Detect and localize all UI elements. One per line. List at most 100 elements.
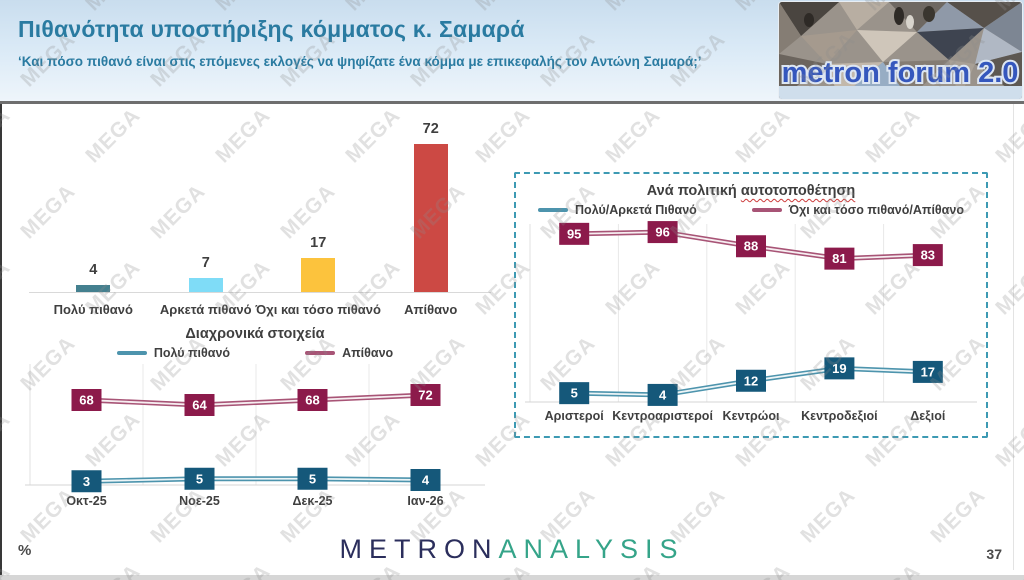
mega-watermark: MEGA	[0, 103, 15, 168]
data-point-marker	[559, 382, 590, 405]
page-subtitle: ‘Και πόσο πιθανό είναι στις επόμενες εκλ…	[18, 54, 702, 69]
data-point-marker	[297, 467, 328, 490]
data-point-value: 19	[832, 361, 846, 376]
data-point-value: 88	[744, 239, 758, 254]
mega-watermark: MEGA	[601, 103, 665, 168]
legend-item-likely: Πολύ/Αρκετά Πιθανό	[538, 203, 697, 217]
x-axis-label: Νοε-25	[179, 494, 220, 508]
slide-bottom-strip	[0, 575, 1024, 580]
slide-left-border	[0, 104, 2, 576]
x-axis-label: Οκτ-25	[66, 494, 106, 508]
legend-label: Πολύ/Αρκετά Πιθανό	[575, 203, 697, 217]
data-point-marker	[736, 369, 766, 392]
data-point-marker	[71, 389, 102, 411]
logo-text: metron forum 2.0	[782, 57, 1019, 89]
bar	[188, 278, 223, 293]
data-point-value: 68	[79, 393, 93, 408]
data-point-value: 5	[571, 386, 578, 401]
data-point-value: 68	[305, 393, 319, 408]
title-underlined: αυτοτοποθέτηση	[740, 183, 856, 199]
data-point-marker	[71, 470, 102, 493]
bar-chart-plot: 4 Πολύ πιθανό 7 Αρκετά πιθανό 17 Όχι και τόσο…	[37, 121, 487, 317]
bar-chart-axis-line	[29, 292, 491, 293]
legend-item-unlikely: Όχι και τόσο πιθανό/Απίθανο	[751, 203, 964, 217]
bar-category-label: Όχι και τόσο πιθανό	[255, 302, 381, 317]
data-point-value: 4	[659, 387, 667, 402]
legend-label: Πολύ πιθανό	[153, 346, 231, 360]
trend-chart-legend: Πολύ πιθανό Απίθανο	[25, 346, 485, 360]
brand-metron: METRON	[339, 534, 499, 564]
data-point-value: 72	[418, 388, 432, 403]
data-point-marker	[184, 394, 215, 416]
bar	[301, 258, 336, 293]
mega-watermark: MEGA	[991, 103, 1024, 168]
data-point-marker	[559, 222, 590, 245]
data-point-marker	[647, 221, 678, 244]
mega-watermark: MEGA	[0, 407, 15, 472]
x-axis-label: Αριστεροί	[545, 409, 605, 423]
metron-forum-logo: metron forum 2.0	[779, 2, 1022, 99]
bar-value-label: 17	[310, 235, 327, 251]
data-point-value: 96	[655, 225, 669, 240]
data-point-marker	[297, 389, 328, 411]
x-axis-label: Κεντρώοι	[723, 409, 780, 423]
bar	[413, 144, 448, 293]
series-line-inner	[86, 477, 426, 483]
bar-value-label: 72	[422, 121, 439, 137]
data-point-value: 12	[744, 373, 758, 388]
bar-category-label: Απίθανο	[404, 302, 458, 317]
data-point-value: 83	[921, 248, 935, 263]
data-point-value: 5	[196, 471, 203, 486]
data-point-marker	[184, 467, 215, 490]
data-point-marker	[647, 383, 678, 406]
x-axis-label: Δεκ-25	[293, 494, 333, 508]
likelihood-bar-chart: 4 Πολύ πιθανό 7 Αρκετά πιθανό 17 Όχι και τόσο…	[29, 121, 491, 322]
legend-item-apithano: Απίθανο	[305, 346, 393, 360]
mega-watermark: MEGA	[991, 407, 1024, 472]
self-placement-panel: Ανά πολιτική αυτοτοποθέτηση Πολύ/Αρκετά …	[514, 172, 988, 438]
percent-note: %	[18, 542, 32, 559]
legend-swatch-maroon	[751, 208, 782, 212]
series-line-inner	[86, 394, 426, 406]
x-axis-label: Κεντροδεξιοί	[801, 409, 878, 423]
logo-mosaic-image: metron forum 2.0	[779, 2, 1022, 99]
brand-analysis: ANALYSIS	[498, 534, 685, 564]
mega-watermark: MEGA	[861, 103, 925, 168]
data-point-marker	[410, 384, 441, 406]
data-point-value: 17	[921, 364, 935, 379]
bar-category-label: Αρκετά πιθανό	[159, 302, 252, 317]
x-axis-label: Ιαν-26	[407, 494, 443, 508]
x-axis-label: Κεντροαριστεροί	[612, 409, 713, 423]
self-placement-legend: Πολύ/Αρκετά Πιθανό Όχι και τόσο πιθανό/Α…	[516, 203, 986, 217]
bar	[76, 285, 111, 293]
data-point-marker	[912, 244, 943, 267]
trend-chart-title: Διαχρονικά στοιχεία	[185, 326, 325, 342]
legend-label: Απίθανο	[342, 346, 394, 360]
data-point-value: 95	[567, 226, 581, 241]
bar-value-label: 4	[89, 262, 98, 278]
self-placement-title: Ανά πολιτική αυτοτοποθέτηση	[516, 183, 986, 199]
x-axis-label: Δεξιοί	[910, 409, 946, 423]
page-number: 37	[986, 546, 1002, 562]
trend-line-chart: Διαχρονικά στοιχεία Πολύ πιθανό Απίθανο …	[22, 326, 490, 517]
legend-swatch-teal	[116, 351, 147, 355]
legend-swatch-maroon	[305, 351, 336, 355]
data-point-marker	[824, 357, 855, 380]
metron-analysis-logo: METRONANALYSIS	[0, 534, 1024, 565]
data-point-marker	[912, 360, 943, 383]
mega-watermark: MEGA	[991, 255, 1024, 320]
mega-watermark: MEGA	[0, 255, 15, 320]
page-title: Πιθανότητα υποστήριξης κόμματος κ. Σαμαρ…	[18, 16, 525, 42]
bar-value-label: 7	[201, 255, 210, 271]
mega-watermark: MEGA	[731, 103, 795, 168]
legend-label: Όχι και τόσο πιθανό/Απίθανο	[788, 203, 964, 217]
data-point-marker	[824, 247, 855, 270]
title-prefix: Ανά πολιτική	[646, 183, 741, 199]
data-point-marker	[736, 235, 766, 258]
bar-category-label: Πολύ πιθανό	[53, 302, 133, 317]
legend-item-poly-pithano: Πολύ πιθανό	[116, 346, 231, 360]
trend-chart-plot: 3 5 5 4 68 64 68 72 Οκτ-25 Νοε-25 Δεκ-25 Ιαν-26	[22, 364, 490, 508]
data-point-value: 81	[832, 251, 846, 266]
data-point-value: 4	[422, 473, 430, 488]
